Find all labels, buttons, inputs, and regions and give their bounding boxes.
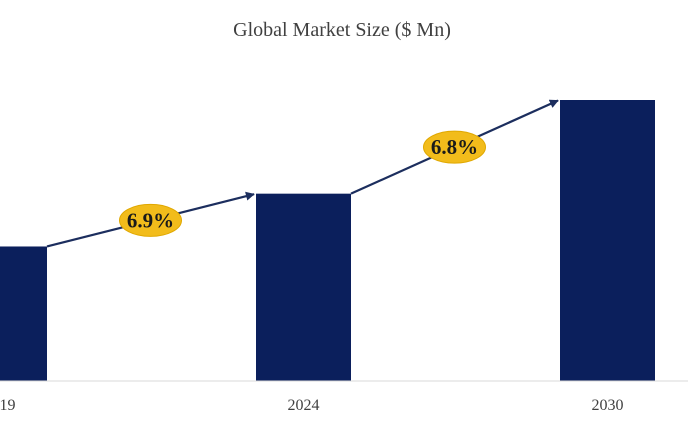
cagr-label-2: 6.8% [431, 135, 478, 159]
cagr-label-1: 6.9% [127, 208, 174, 232]
cagr-badge-1 [119, 203, 182, 237]
bar-2030 [560, 100, 655, 381]
x-tick-2030: 2030 [592, 397, 624, 414]
x-tick-2019: 2019 [0, 397, 16, 414]
bar-2019 [0, 246, 47, 381]
chart-title: Global Market Size ($ Mn) [233, 19, 451, 41]
cagr-badge-2 [423, 130, 486, 164]
x-tick-2024: 2024 [288, 397, 320, 414]
bar-2024 [256, 193, 351, 381]
